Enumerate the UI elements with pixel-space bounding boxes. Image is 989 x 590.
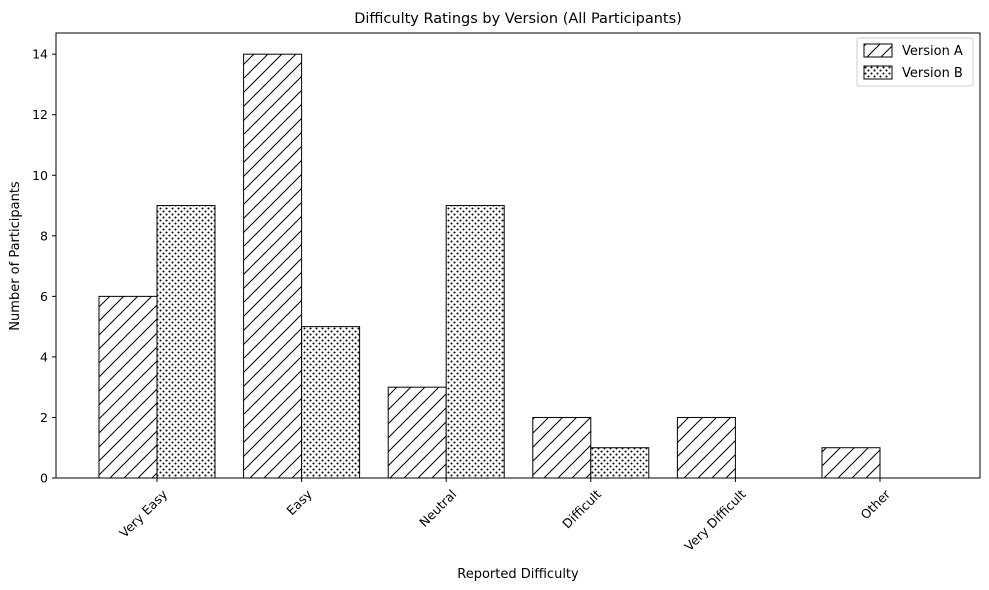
y-tick-label: 10 [32,168,48,183]
bar-version-a-very-difficult [676,416,736,479]
legend-label-version-b: Version B [902,66,963,81]
y-tick-label: 8 [40,228,48,243]
bar-version-b-very-easy [156,205,216,479]
x-tick-label-difficult: Difficult [559,487,604,532]
y-tick-label: 2 [40,410,48,425]
x-tick-label-easy: Easy [283,486,315,518]
x-axis-ticks: Very Easy Easy Neutral Difficult Very Diffic… [116,478,894,554]
x-axis-label: Reported Difficulty [457,567,579,582]
y-tick-label: 4 [40,349,48,364]
y-tick-label: 12 [32,107,48,122]
bar-version-b-neutral [445,205,505,479]
x-tick-label-neutral: Neutral [416,487,459,530]
chart-title: Difficulty Ratings by Version (All Parti… [354,11,682,27]
y-tick-label: 0 [40,471,48,486]
x-tick-label-very-easy: Very Easy [116,486,170,540]
legend-swatch-version-b [863,65,893,80]
legend-swatch-version-a [863,43,893,58]
bar-version-a-neutral [387,386,447,479]
bar-version-a-easy [243,53,303,479]
bars-layer [98,53,881,479]
y-axis-label: Number of Participants [8,181,23,331]
bar-version-b-difficult [590,447,650,479]
bar-version-b-easy [301,326,361,479]
legend: Version A Version B [856,37,974,87]
x-tick-label-other: Other [857,486,893,522]
y-axis-ticks: 0 2 4 6 8 10 12 14 [32,47,56,486]
legend-label-version-a: Version A [902,44,963,59]
y-tick-label: 14 [32,47,48,62]
bar-version-a-other [821,447,881,479]
bar-version-a-very-easy [98,295,158,479]
bar-version-a-difficult [532,416,592,479]
plot-frame [55,32,981,479]
x-tick-label-very-difficult: Very Difficult [681,487,748,554]
y-tick-label: 6 [40,289,48,304]
